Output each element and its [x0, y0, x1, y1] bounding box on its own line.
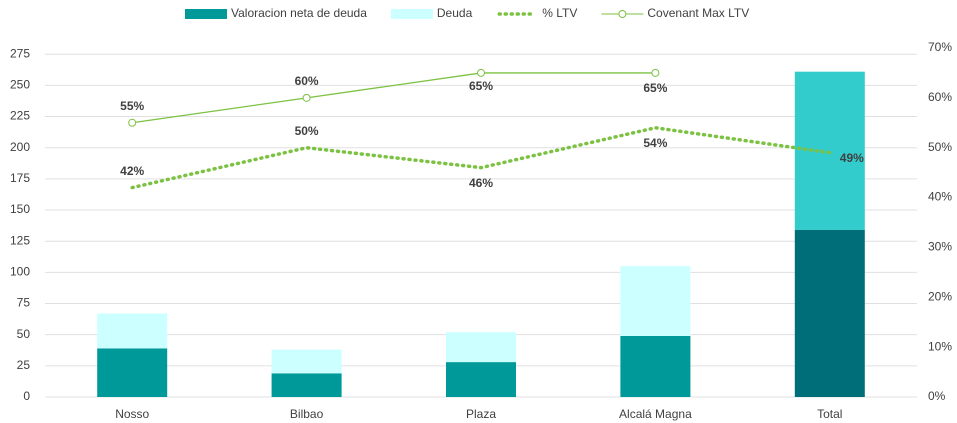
y-tick-label: 150 — [10, 202, 30, 216]
legend-label: Covenant Max LTV — [647, 6, 749, 20]
data-label: 54% — [643, 136, 667, 150]
y-tick-label: 75 — [17, 296, 31, 310]
bar — [794, 71, 865, 230]
y-tick-label: 100 — [10, 265, 30, 279]
y-tick-label: 250 — [10, 78, 30, 92]
legend-label: Valoracion neta de deuda — [231, 6, 367, 20]
y2-tick-label: 50% — [928, 140, 952, 154]
y-tick-label: 275 — [10, 46, 30, 60]
bar — [446, 362, 516, 397]
y2-tick-label: 20% — [928, 289, 952, 303]
y-tick-label: 50 — [17, 327, 31, 341]
line — [130, 125, 832, 190]
data-label: 55% — [120, 99, 144, 113]
y2-tick-label: 0% — [928, 389, 946, 403]
bar — [620, 266, 691, 336]
y-tick-label: 200 — [10, 140, 30, 154]
bar — [620, 335, 691, 397]
legend-label: Deuda — [437, 6, 473, 20]
x-tick-label: Total — [817, 407, 842, 421]
data-label: 65% — [469, 79, 493, 93]
data-label: 42% — [120, 164, 144, 178]
bar — [794, 229, 865, 397]
y2-tick-label: 60% — [928, 90, 952, 104]
marker — [651, 68, 660, 77]
data-label: 46% — [469, 176, 493, 190]
data-label: 60% — [295, 74, 319, 88]
bar — [97, 313, 168, 349]
y-tick-label: 225 — [10, 109, 30, 123]
x-tick-label: Plaza — [466, 407, 496, 421]
data-label: 49% — [840, 151, 864, 165]
bar — [271, 349, 342, 374]
bar — [97, 348, 168, 397]
y-tick-label: 125 — [10, 233, 30, 247]
marker — [128, 118, 137, 127]
y2-tick-label: 40% — [928, 190, 952, 204]
y-tick-label: 0 — [23, 389, 30, 403]
bar — [446, 332, 516, 363]
line — [131, 72, 657, 124]
y2-tick-label: 10% — [928, 339, 952, 353]
x-tick-label: Alcalá Magna — [619, 407, 692, 421]
y-tick-label: 175 — [10, 171, 30, 185]
legend-swatch — [618, 10, 627, 18]
data-label: 50% — [295, 124, 319, 138]
bar — [271, 373, 342, 397]
y2-tick-label: 70% — [928, 40, 952, 54]
legend-label: % LTV — [542, 6, 577, 20]
y2-tick-label: 30% — [928, 240, 952, 254]
x-tick-label: Bilbao — [290, 407, 324, 421]
y-tick-label: 25 — [17, 358, 31, 372]
data-label: 65% — [643, 81, 667, 95]
legend-swatch — [185, 9, 227, 19]
x-tick-label: Nosso — [115, 407, 149, 421]
marker — [302, 93, 311, 102]
marker — [477, 68, 485, 77]
legend-swatch — [390, 9, 433, 19]
